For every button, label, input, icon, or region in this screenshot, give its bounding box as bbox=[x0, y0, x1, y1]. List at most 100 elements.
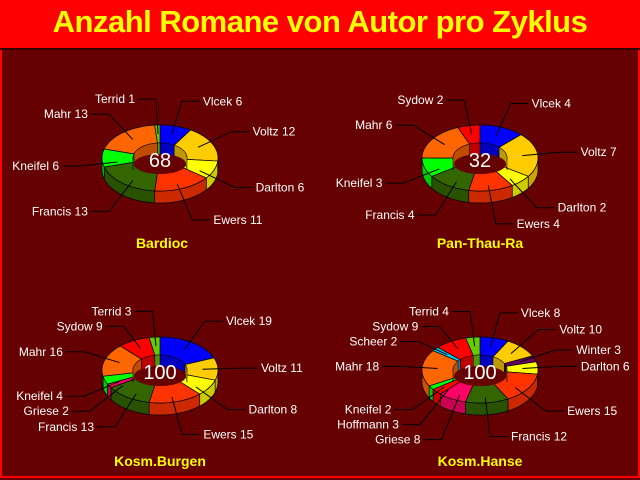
total-label: 68 bbox=[149, 150, 171, 172]
leader-line bbox=[514, 387, 565, 412]
data-label: Francis 4 bbox=[365, 208, 415, 222]
data-label: Darlton 6 bbox=[581, 359, 630, 373]
leader-line bbox=[199, 170, 253, 188]
leader-line bbox=[171, 100, 200, 136]
leader-line bbox=[509, 178, 555, 209]
donut-hole bbox=[454, 154, 506, 174]
donut-hole bbox=[134, 154, 186, 174]
chart-title: Kosm.Hanse bbox=[438, 453, 523, 469]
leader-line bbox=[484, 397, 509, 438]
leader-line bbox=[62, 161, 118, 167]
total-label: 100 bbox=[463, 362, 496, 384]
leader-line bbox=[487, 185, 514, 225]
data-label: Mahr 13 bbox=[44, 107, 88, 121]
donut-chart-kosm-burgen: 100 Vlcek 19 Voltz 11 Darlton 8 Ewers 15 Fran… bbox=[16, 304, 303, 469]
data-label: Sydow 2 bbox=[397, 93, 443, 107]
data-label: Darlton 8 bbox=[249, 403, 298, 417]
data-label: Mahr 6 bbox=[355, 118, 393, 132]
leader-line bbox=[519, 349, 574, 363]
leader-line bbox=[423, 394, 460, 441]
leader-line bbox=[395, 124, 445, 146]
leader-line bbox=[90, 113, 134, 140]
leader-line bbox=[171, 396, 201, 436]
data-label: Kneifel 2 bbox=[345, 403, 392, 417]
donut-hole bbox=[454, 366, 506, 386]
leader-line bbox=[183, 320, 223, 351]
data-label: Voltz 7 bbox=[581, 145, 617, 159]
chart-title: Pan-Thau-Ra bbox=[437, 235, 524, 251]
data-label: Darlton 2 bbox=[558, 201, 607, 215]
leader-line bbox=[522, 151, 578, 157]
data-label: Ewers 15 bbox=[203, 428, 253, 442]
title-bar bbox=[0, 0, 640, 50]
page-title: Anzahl Romane von Autor pro Zyklus bbox=[52, 4, 588, 39]
leader-line bbox=[522, 365, 578, 369]
donut-chart-kosm-hanse: 100 Vlcek 8 Voltz 10 Winter 3 Darlton 6 Ewers… bbox=[335, 304, 630, 469]
leader-line bbox=[195, 386, 246, 411]
data-label: Voltz 11 bbox=[261, 361, 303, 375]
data-label: Ewers 4 bbox=[517, 217, 561, 231]
leader-line bbox=[71, 385, 124, 412]
data-label: Ewers 11 bbox=[213, 213, 262, 227]
leader-line bbox=[421, 325, 459, 350]
leader-line bbox=[138, 98, 159, 135]
leader-line bbox=[400, 340, 448, 356]
leader-line bbox=[385, 168, 440, 184]
chart-title: Kosm.Burgen bbox=[114, 453, 206, 469]
data-label: Scheer 2 bbox=[349, 334, 397, 348]
leader-line bbox=[202, 367, 258, 370]
data-label: Winter 3 bbox=[576, 343, 621, 357]
data-label: Mahr 16 bbox=[19, 345, 63, 359]
leader-line bbox=[451, 310, 476, 347]
leader-line bbox=[510, 329, 557, 354]
leader-line bbox=[446, 99, 473, 135]
data-label: Terrid 3 bbox=[91, 304, 131, 318]
data-label: Griese 8 bbox=[375, 433, 421, 447]
leader-line bbox=[105, 325, 142, 349]
chart-title: Bardioc bbox=[136, 235, 188, 251]
leader-line bbox=[90, 180, 134, 212]
data-label: Francis 13 bbox=[32, 204, 88, 218]
data-label: Sydow 9 bbox=[372, 319, 418, 333]
data-label: Sydow 9 bbox=[57, 319, 103, 333]
total-label: 100 bbox=[143, 362, 176, 384]
data-label: Voltz 10 bbox=[559, 323, 602, 337]
leader-line bbox=[134, 310, 157, 347]
leader-line bbox=[65, 380, 120, 397]
data-label: Voltz 12 bbox=[253, 125, 296, 139]
data-label: Terrid 1 bbox=[95, 92, 135, 106]
data-label: Vlcek 4 bbox=[532, 96, 572, 110]
leader-line bbox=[417, 181, 457, 216]
donut-hole bbox=[134, 366, 186, 386]
data-label: Francis 13 bbox=[38, 420, 94, 434]
leader-line bbox=[394, 386, 445, 411]
leader-line bbox=[65, 351, 120, 364]
data-label: Kneifel 6 bbox=[12, 159, 59, 173]
slice-inner-wall bbox=[184, 363, 188, 383]
leader-line bbox=[97, 393, 137, 428]
leader-line bbox=[490, 312, 518, 347]
data-label: Griese 2 bbox=[24, 404, 70, 418]
data-label: Hoffmann 3 bbox=[337, 418, 399, 432]
data-label: Vlcek 19 bbox=[226, 314, 272, 328]
data-label: Francis 12 bbox=[511, 430, 567, 444]
data-label: Kneifel 4 bbox=[16, 389, 63, 403]
leader-line bbox=[401, 389, 449, 426]
total-label: 32 bbox=[469, 150, 491, 172]
leader-line bbox=[176, 183, 211, 221]
data-label: Ewers 15 bbox=[567, 404, 617, 418]
data-label: Mahr 18 bbox=[335, 359, 379, 373]
donut-chart-pan-thau-ra: 32 Vlcek 4 Voltz 7 Darlton 2 Ewers 4 Francis … bbox=[336, 93, 617, 251]
chart-frame bbox=[0, 50, 640, 478]
slice-inner-wall bbox=[505, 366, 508, 383]
data-label: Vlcek 6 bbox=[203, 94, 243, 108]
data-label: Darlton 6 bbox=[256, 180, 305, 194]
donut-chart-bardioc: 68 Vlcek 6 Voltz 12 Darlton 6 Ewers 11 Franci… bbox=[12, 92, 304, 251]
leader-line bbox=[197, 131, 250, 148]
data-label: Kneifel 3 bbox=[336, 176, 383, 190]
leader-line bbox=[382, 365, 438, 369]
data-label: Vlcek 8 bbox=[521, 306, 561, 320]
data-label: Terrid 4 bbox=[409, 304, 449, 318]
leader-line bbox=[495, 102, 529, 137]
